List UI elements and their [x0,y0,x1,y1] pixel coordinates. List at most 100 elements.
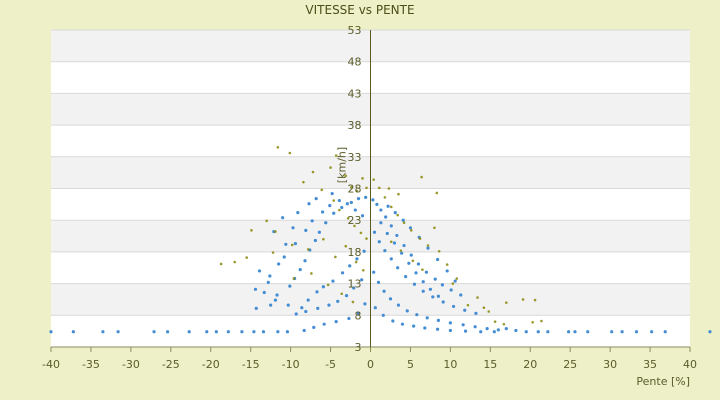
scatter-point [379,208,383,212]
scatter-point [445,263,449,266]
scatter-point [351,300,355,304]
scatter-point [459,293,463,297]
scatter-point [313,238,317,243]
scatter-point [415,313,419,317]
scatter-point [493,320,497,323]
scatter-point [377,186,381,190]
scatter-point [276,145,280,149]
x-tick-label: -20 [202,358,220,371]
y-tick-label: 48 [348,56,362,69]
x-tick-label: 10 [443,358,457,371]
scatter-point [479,330,483,334]
y-tick-label: 23 [348,214,362,227]
scatter-point [474,311,478,315]
x-tick-label: -40 [42,358,60,371]
scatter-point [393,210,397,215]
x-tick-label: 0 [367,358,374,371]
scatter-point [620,330,624,334]
scatter-point [536,330,540,334]
scatter-point [566,330,571,334]
x-tick-label: 15 [483,358,497,371]
scatter-point [448,321,452,325]
scatter-point [402,243,406,248]
scatter-point [304,309,308,314]
scatter-point [400,251,404,255]
scatter-point [496,328,500,332]
scatter-point [292,277,296,280]
scatter-point [473,325,477,329]
x-tick-label: -5 [325,358,336,371]
scatter-point [266,280,270,284]
x-tick-label: 20 [523,358,537,371]
scatter-point [364,195,368,199]
scatter-point [445,269,449,273]
scatter-point [344,294,349,298]
scatter-point [322,237,325,241]
scatter-point [346,216,350,220]
scatter-point [332,211,336,215]
points-layer [49,145,712,334]
scatter-point [345,202,349,206]
scatter-point [451,282,455,285]
scatter-point [426,244,430,247]
scatter-point [332,199,336,202]
scatter-point [328,204,332,208]
scatter-point [397,192,400,196]
scatter-point [253,287,258,291]
scatter-point [412,324,416,328]
scatter-point [340,271,345,275]
scatter-point [344,174,348,178]
scatter-point [286,303,290,307]
scatter-point [433,277,437,281]
scatter-point [436,294,440,298]
scatter-point [360,214,365,218]
scatter-point [356,311,361,315]
scatter-point [586,330,590,334]
scatter-point [384,215,388,219]
scatter-point [344,244,348,248]
scatter-point [441,300,445,304]
scatter-point [389,205,393,209]
scatter-point [265,219,268,223]
scatter-point [326,283,330,287]
scatter-point [250,229,253,232]
scatter-point [359,231,363,235]
scatter-point [271,251,275,254]
scatter-point [320,210,325,214]
scatter-point [281,216,285,220]
y-tick-label: 38 [348,119,362,132]
scatter-point [392,241,397,245]
scatter-point [277,262,281,266]
scatter-point [362,268,365,272]
scatter-point [453,279,457,283]
scatter-point [412,282,417,286]
scatter-point [187,330,191,334]
scatter-point [372,230,377,234]
scatter-point [166,330,170,334]
scatter-point [331,279,335,283]
scatter-point [372,178,375,181]
scatter-point [435,257,440,262]
scatter-point [383,249,387,253]
scatter-point [330,191,334,196]
scatter-point [312,325,316,329]
scatter-point [285,330,290,334]
scatter-point [291,226,295,230]
scatter-point [428,287,433,291]
scatter-point [514,328,518,333]
scatter-point [461,323,465,327]
scatter-point [492,330,496,334]
scatter-point [317,230,321,234]
scatter-point [355,257,359,261]
scatter-point [375,202,379,206]
scatter-point [463,308,467,312]
scatter-point [293,242,298,246]
scatter-point [214,330,218,334]
x-tick-label: -15 [242,358,260,371]
y-tick-label: 13 [348,278,362,291]
scatter-point [409,229,413,232]
scatter-point [316,306,320,310]
scatter-point [310,272,313,275]
scatter-point [294,312,298,316]
